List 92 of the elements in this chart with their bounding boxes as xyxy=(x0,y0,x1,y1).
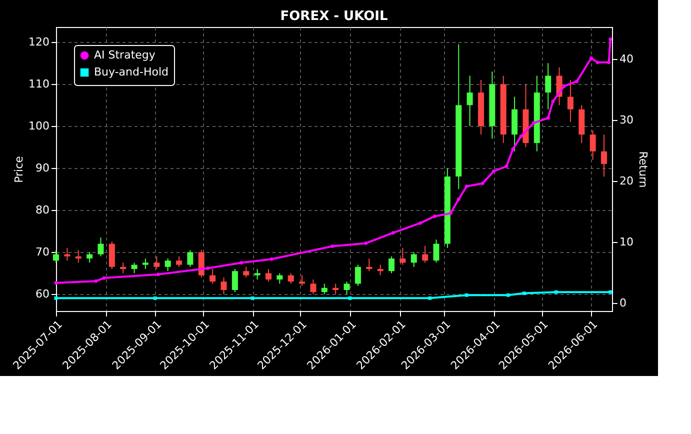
candlestick xyxy=(410,252,417,268)
candlestick xyxy=(265,268,272,282)
point xyxy=(270,257,274,261)
candlestick xyxy=(366,258,372,272)
candlestick xyxy=(288,272,294,284)
point xyxy=(102,276,106,280)
point xyxy=(54,281,58,285)
chart-title: FOREX - UKOIL xyxy=(280,9,388,24)
point xyxy=(348,296,352,300)
y-tick-label: 120 xyxy=(28,36,50,49)
point xyxy=(608,290,612,294)
candlestick xyxy=(64,247,70,262)
candlestick xyxy=(466,75,473,127)
candlestick xyxy=(567,79,574,122)
legend-label: AI Strategy xyxy=(94,48,156,62)
candlestick xyxy=(53,250,59,264)
candlestick xyxy=(601,134,608,178)
y-tick-label: 100 xyxy=(28,120,50,133)
y-axis-title: Price xyxy=(12,156,26,183)
candlestick xyxy=(254,268,260,280)
point xyxy=(511,147,515,151)
candlestick xyxy=(276,272,283,284)
point xyxy=(240,261,244,264)
y2-tick-label: 30 xyxy=(620,113,634,126)
candlestick xyxy=(198,250,204,278)
point xyxy=(546,116,550,120)
point xyxy=(448,212,452,216)
point xyxy=(607,60,611,64)
candlestick xyxy=(108,241,115,270)
candlestick xyxy=(243,266,250,278)
candlestick xyxy=(98,236,104,257)
point xyxy=(432,214,436,218)
y2-tick-label: 40 xyxy=(620,52,634,66)
point xyxy=(551,100,555,104)
point xyxy=(391,231,395,235)
point xyxy=(428,296,432,300)
point xyxy=(206,266,210,270)
candlestick xyxy=(164,258,171,272)
candlestick xyxy=(400,247,406,266)
point xyxy=(464,293,468,297)
candlestick xyxy=(422,245,428,264)
point xyxy=(153,296,157,300)
y-tick-label: 60 xyxy=(36,288,50,301)
point xyxy=(504,164,508,168)
candlestick xyxy=(433,239,440,264)
y2-tick-label: 20 xyxy=(620,174,634,188)
candlestick xyxy=(220,276,227,295)
point xyxy=(532,121,536,125)
candlestick xyxy=(75,250,82,264)
candlestick xyxy=(142,258,148,270)
point xyxy=(590,56,593,60)
y2-tick-label: 10 xyxy=(620,235,634,248)
point xyxy=(94,279,98,283)
point xyxy=(596,60,600,64)
candlestick xyxy=(354,264,361,286)
candlestick xyxy=(377,264,384,276)
point xyxy=(519,134,523,138)
point xyxy=(156,272,160,276)
point xyxy=(522,292,526,296)
y-tick-label: 110 xyxy=(28,78,50,91)
legend-label: Buy-and-Hold xyxy=(94,66,169,78)
candlestick xyxy=(120,262,126,274)
point xyxy=(456,198,460,201)
candlestick xyxy=(344,281,350,295)
point xyxy=(562,84,566,88)
candlestick xyxy=(332,283,339,295)
point xyxy=(480,182,484,186)
y-tick-label: 80 xyxy=(36,204,50,217)
y2-axis-title: Return xyxy=(636,151,650,188)
point xyxy=(330,244,334,248)
point xyxy=(608,37,612,41)
candlestick xyxy=(310,278,316,295)
point xyxy=(492,169,496,173)
point xyxy=(418,221,422,225)
y-tick-label: 90 xyxy=(36,162,50,175)
candlestick xyxy=(590,130,596,160)
candlestick xyxy=(388,256,395,274)
candlestick xyxy=(321,283,328,295)
point xyxy=(464,184,468,188)
y2-tick-label: 0 xyxy=(620,296,626,310)
point xyxy=(554,290,558,294)
point xyxy=(364,241,368,245)
candlestick xyxy=(299,274,306,286)
point xyxy=(506,293,510,297)
candlestick xyxy=(187,250,194,268)
candlestick xyxy=(86,252,93,264)
y-tick-label: 70 xyxy=(36,246,50,259)
point xyxy=(575,80,579,84)
candlestick xyxy=(176,256,182,268)
candlestick xyxy=(154,256,160,270)
candlestick xyxy=(232,268,238,293)
candlestick xyxy=(131,262,138,274)
